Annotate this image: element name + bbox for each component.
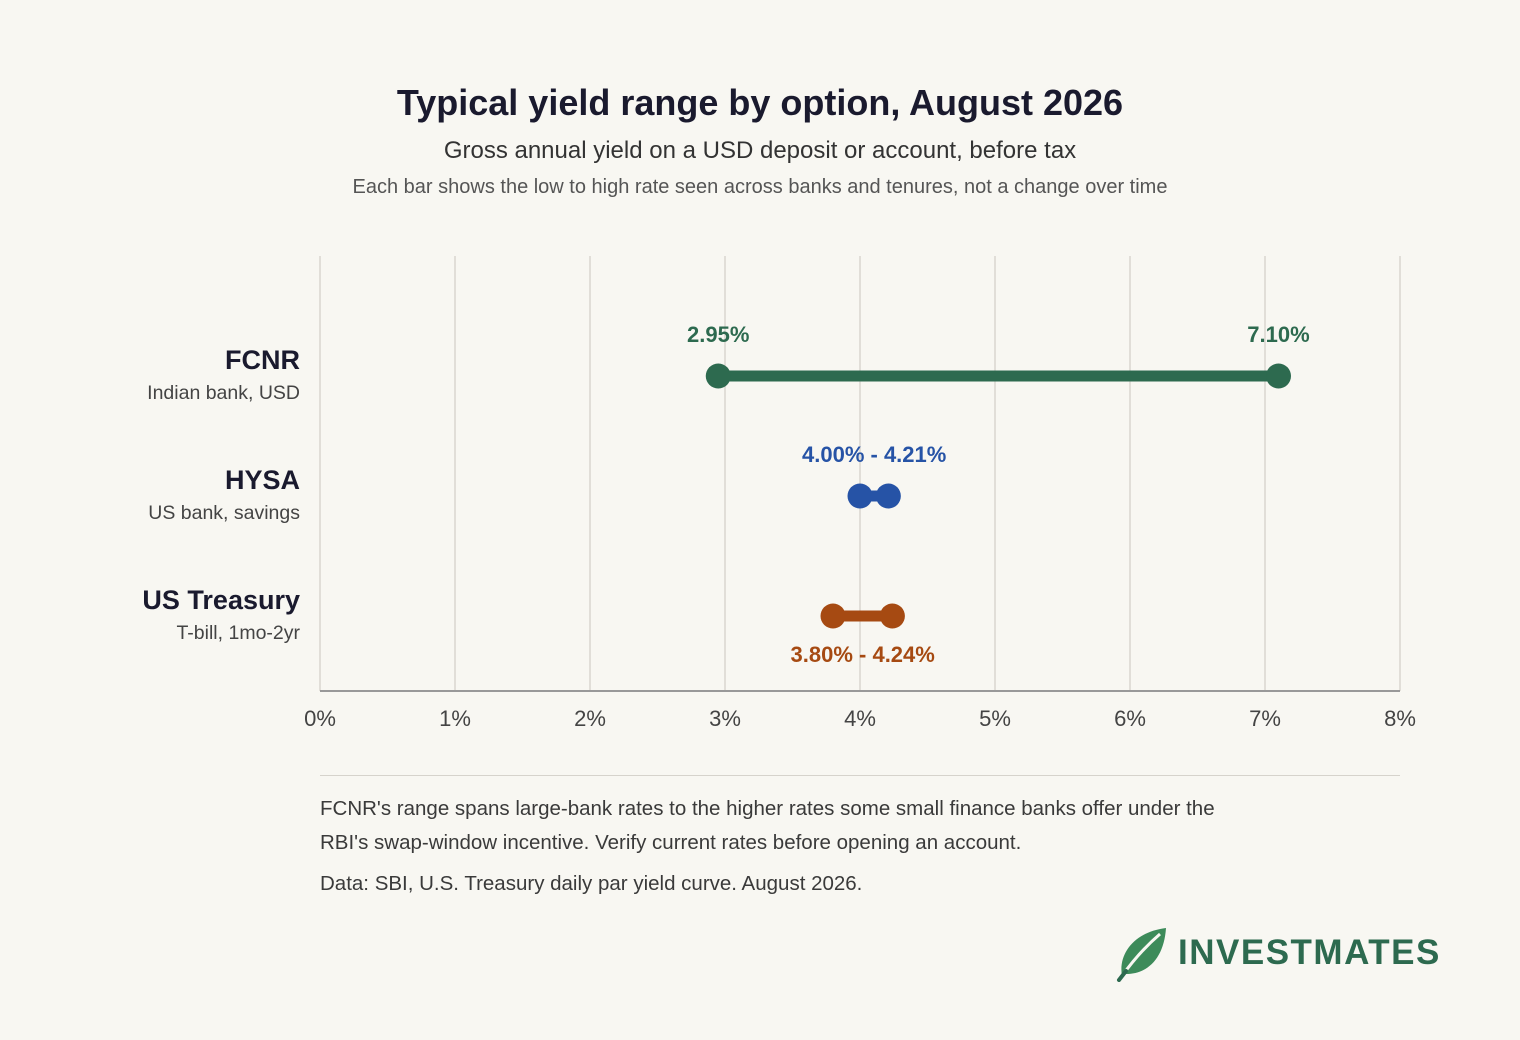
range-chart: 0% 1% 2% 3% 4% 5% 6% 7% 8% FCNR Indian bank, USD 2.…: [142, 256, 1416, 731]
data-label-high: 7.10%: [1247, 322, 1309, 347]
range-low-point: [820, 603, 846, 629]
range-low-point: [705, 363, 731, 389]
leaf-icon: [1117, 928, 1166, 982]
source-note: Data: SBI, U.S. Treasury daily par yield…: [320, 872, 863, 895]
category-label: US Treasury: [142, 585, 300, 615]
chart-note: Each bar shows the low to high rate seen…: [352, 176, 1168, 198]
logo-text: INVESTMATES: [1178, 933, 1441, 972]
range-high-point: [1266, 363, 1291, 389]
x-tick-label: 0%: [304, 706, 336, 731]
x-tick-label: 4%: [844, 706, 876, 731]
investmates-logo: INVESTMATES: [1116, 924, 1441, 982]
data-label-range: 3.80% - 4.24%: [791, 642, 935, 667]
chart-title: Typical yield range by option, August 20…: [396, 82, 1124, 123]
category-sublabel: T-bill, 1mo-2yr: [176, 622, 300, 644]
footnote: FCNR's range spans large-bank rates to t…: [320, 797, 1215, 854]
x-tick-label: 8%: [1384, 706, 1416, 731]
x-tick-label: 1%: [439, 706, 471, 731]
x-tick-label: 6%: [1114, 706, 1146, 731]
footnote-divider: [320, 775, 1400, 776]
x-tick-label: 3%: [709, 706, 741, 731]
category-label: FCNR: [225, 345, 300, 375]
data-label-low: 2.95%: [687, 322, 749, 347]
x-tick-label: 7%: [1249, 706, 1281, 731]
range-high-point: [879, 603, 905, 629]
x-tick-label: 2%: [574, 706, 606, 731]
category-sublabel: Indian bank, USD: [147, 382, 300, 404]
category-sublabel: US bank, savings: [148, 502, 300, 524]
range-low-point: [847, 483, 873, 509]
x-tick-label: 5%: [979, 706, 1011, 731]
range-high-point: [875, 483, 901, 509]
data-label-range: 4.00% - 4.21%: [802, 442, 946, 467]
chart-subtitle: Gross annual yield on a USD deposit or a…: [443, 137, 1077, 164]
category-label: HYSA: [225, 465, 300, 495]
